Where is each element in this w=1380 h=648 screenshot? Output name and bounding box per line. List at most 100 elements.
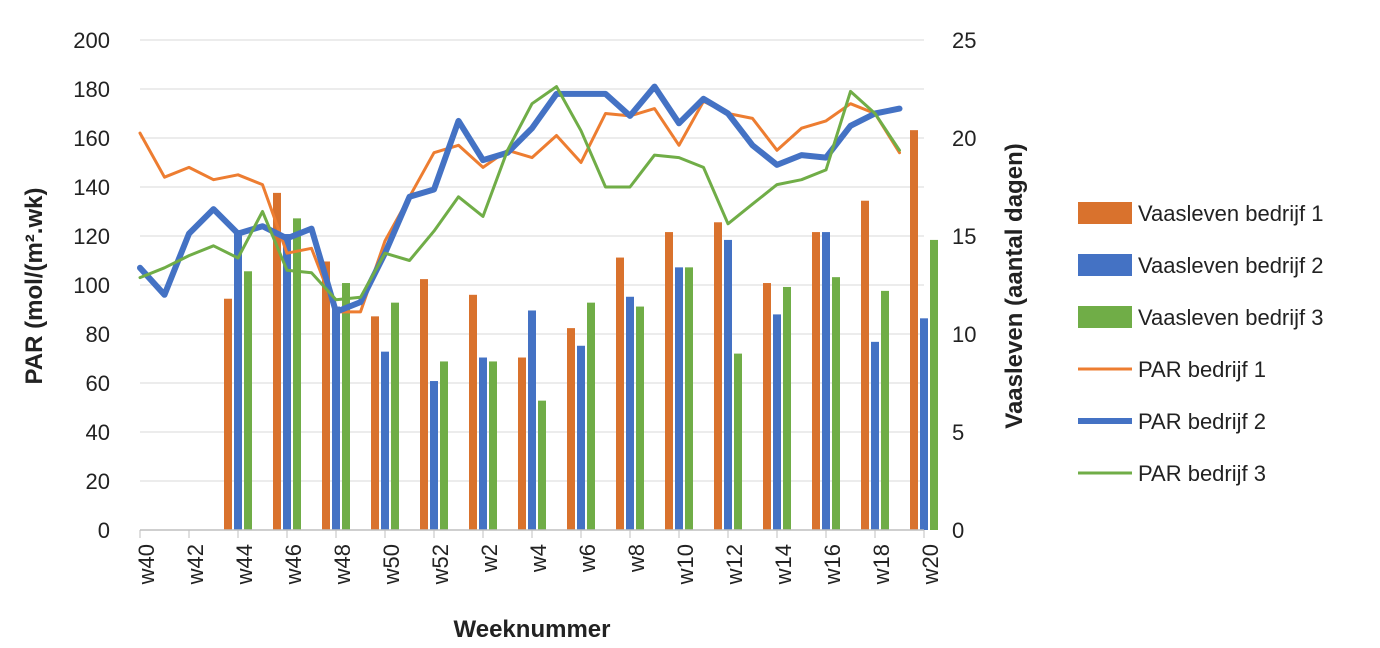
bar xyxy=(538,400,546,530)
bar xyxy=(577,345,585,530)
x-tick-label: w16 xyxy=(820,544,845,585)
x-tick-label: w8 xyxy=(624,544,649,573)
bar xyxy=(479,357,487,530)
y2-tick-label: 20 xyxy=(952,126,976,151)
bar xyxy=(567,328,575,530)
bar xyxy=(587,302,595,530)
axes xyxy=(139,529,925,538)
y2-tick-label: 10 xyxy=(952,322,976,347)
bar xyxy=(783,286,791,530)
x-tick-label: w46 xyxy=(281,544,306,585)
bar xyxy=(518,357,526,530)
bar xyxy=(342,283,350,530)
bar xyxy=(332,306,340,530)
y-tick-label: 140 xyxy=(73,175,110,200)
bar xyxy=(381,351,389,530)
bar xyxy=(861,200,869,530)
bar xyxy=(322,261,330,530)
y2-tick-label: 25 xyxy=(952,28,976,53)
bar xyxy=(420,279,428,530)
bar xyxy=(489,361,497,530)
legend: Vaasleven bedrijf 1 Vaasleven bedrijf 2 Va… xyxy=(1078,201,1324,486)
x-tick-label: w48 xyxy=(330,544,355,585)
bar xyxy=(822,232,830,530)
y-tick-label: 0 xyxy=(98,518,110,543)
bar xyxy=(273,192,281,530)
left-axis-tick-labels: 0 20 40 60 80 100 120 140 160 180 200 xyxy=(73,28,110,543)
x-tick-label: w42 xyxy=(183,544,208,585)
legend-label: Vaasleven bedrijf 1 xyxy=(1138,201,1324,226)
legend-label: PAR bedrijf 3 xyxy=(1138,461,1266,486)
bar xyxy=(685,267,693,530)
bar xyxy=(234,230,242,530)
bar xyxy=(871,341,879,530)
bar xyxy=(636,306,644,530)
bar xyxy=(675,267,683,530)
bar xyxy=(469,294,477,530)
y-tick-label: 60 xyxy=(86,371,110,396)
x-tick-label: w20 xyxy=(918,544,943,585)
y2-axis-title: Vaasleven (aantal dagen) xyxy=(1001,143,1028,428)
bar xyxy=(910,130,918,530)
bar-series xyxy=(224,130,938,531)
y2-tick-label: 5 xyxy=(952,420,964,445)
y-tick-label: 100 xyxy=(73,273,110,298)
legend-label: PAR bedrijf 2 xyxy=(1138,409,1266,434)
x-tick-label: w40 xyxy=(134,544,159,585)
x-tick-label: w2 xyxy=(477,544,502,573)
bar xyxy=(528,310,536,530)
bar xyxy=(920,318,928,530)
legend-label: Vaasleven bedrijf 2 xyxy=(1138,253,1324,278)
bar xyxy=(626,296,634,530)
x-axis-title: Weeknummer xyxy=(454,616,611,643)
bar xyxy=(244,271,252,530)
bar xyxy=(391,302,399,530)
y-tick-label: 20 xyxy=(86,469,110,494)
series-line xyxy=(138,99,901,314)
legend-swatch xyxy=(1078,306,1132,328)
x-tick-label: w52 xyxy=(428,544,453,585)
y2-tick-label: 0 xyxy=(952,518,964,543)
bar xyxy=(724,239,732,531)
x-axis-tick-labels: w40 w42 w44 w46 w48 w50 w52 w2 w4 w6 w8 w10 w12 w14 w1… xyxy=(134,544,943,585)
bar xyxy=(616,257,624,530)
bar xyxy=(734,353,742,530)
x-tick-label: w12 xyxy=(722,544,747,585)
line-series xyxy=(137,83,903,315)
legend-label: Vaasleven bedrijf 3 xyxy=(1138,305,1324,330)
bar xyxy=(371,316,379,530)
x-tick-label: w44 xyxy=(232,544,257,585)
bar xyxy=(440,361,448,530)
y-tick-label: 120 xyxy=(73,224,110,249)
bar xyxy=(881,290,889,530)
x-tick-label: w18 xyxy=(869,544,894,585)
legend-swatch xyxy=(1078,202,1132,224)
bar xyxy=(224,298,232,530)
bar xyxy=(930,239,938,531)
x-tick-label: w6 xyxy=(575,544,600,573)
bar xyxy=(832,277,840,530)
y-tick-label: 40 xyxy=(86,420,110,445)
y-axis-title: PAR (mol/(m².wk) xyxy=(21,188,48,385)
legend-swatch xyxy=(1078,254,1132,276)
bar xyxy=(283,234,291,531)
bar xyxy=(430,381,438,530)
y-tick-label: 160 xyxy=(73,126,110,151)
x-tick-label: w14 xyxy=(771,544,796,585)
bar xyxy=(714,222,722,530)
legend-label: PAR bedrijf 1 xyxy=(1138,357,1266,382)
x-tick-label: w50 xyxy=(379,544,404,585)
bar xyxy=(812,232,820,530)
series-line xyxy=(138,85,901,302)
y-tick-label: 200 xyxy=(73,28,110,53)
bar xyxy=(293,218,301,531)
bar xyxy=(665,232,673,530)
right-axis-tick-labels: 0 5 10 15 20 25 xyxy=(952,28,976,543)
series-line xyxy=(137,83,903,315)
bar xyxy=(773,314,781,530)
bar xyxy=(763,283,771,530)
x-tick-label: w4 xyxy=(526,544,551,573)
x-tick-label: w10 xyxy=(673,544,698,585)
y-tick-label: 80 xyxy=(86,322,110,347)
